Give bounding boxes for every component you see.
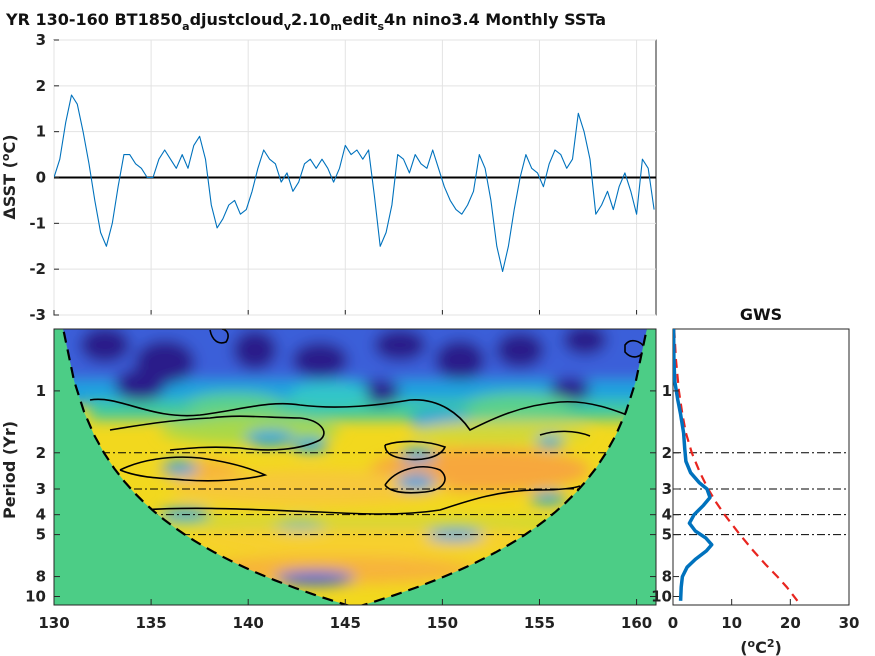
gws-ytick-label-5: 5 bbox=[662, 526, 672, 544]
gws-xtick-label-30: 30 bbox=[839, 614, 860, 632]
ts-ytick-label-2: 2 bbox=[36, 77, 46, 95]
wavelet-y-axis-label: Period (Yr) bbox=[0, 421, 19, 519]
title-part-8: 4n nino3.4 Monthly SSTa bbox=[384, 10, 606, 29]
gws-ytick-label-8: 8 bbox=[662, 568, 672, 586]
ts-ytick-label-1: 1 bbox=[36, 123, 46, 141]
ylabel-part-2: C) bbox=[0, 134, 19, 153]
ts-ytick-label-3: 3 bbox=[36, 31, 46, 49]
gws-xtick-label-10: 10 bbox=[721, 614, 742, 632]
ts-ytick-label--2: -2 bbox=[29, 260, 46, 278]
wavelet-xtick-label-140: 140 bbox=[233, 614, 264, 632]
gws-ytick-label-3: 3 bbox=[662, 480, 672, 498]
ylabel-part-0: ΔSST ( bbox=[0, 161, 19, 220]
ts-ytick-label-0: 0 bbox=[36, 169, 46, 187]
wavelet-xtick-label-145: 145 bbox=[330, 614, 361, 632]
wavelet-xtick-label-160: 160 bbox=[621, 614, 652, 632]
wavelet-panel: 1 2 3 4 5 810 130 135 140 145 150 155 160 Period (Yr… bbox=[0, 328, 657, 632]
gws-xlabel-part-1: o bbox=[748, 637, 756, 650]
ts-ytick-label--3: -3 bbox=[29, 306, 46, 324]
wavelet-ytick-label-3: 3 bbox=[36, 480, 46, 498]
wavelet-ytick-label-10: 10 bbox=[25, 587, 46, 605]
timeseries-y-ticks: -3 -2 -1 0 1 2 3 bbox=[29, 31, 59, 324]
gws-xlabel-part-4: ) bbox=[774, 638, 781, 656]
gws-ytick-label-1: 1 bbox=[662, 382, 672, 400]
cone-of-influence-edge bbox=[61, 329, 649, 605]
gws-axes-box bbox=[672, 328, 850, 606]
gws-power-line bbox=[673, 329, 714, 601]
gws-significance-line bbox=[673, 329, 799, 602]
wavelet-ticks: 1 2 3 4 5 810 130 135 140 145 150 155 160 bbox=[25, 382, 656, 632]
gws-xlabel-part-3: 2 bbox=[767, 637, 775, 650]
ylabel-part-1: o bbox=[0, 153, 12, 161]
wavelet-ytick-label-4: 4 bbox=[36, 506, 46, 524]
title-part-4: 2.10 bbox=[291, 10, 330, 29]
title-part-5: m bbox=[331, 20, 342, 33]
gws-xlabel-part-0: ( bbox=[740, 638, 747, 656]
title-part-7: s bbox=[377, 20, 384, 33]
gws-ytick-label-2: 2 bbox=[662, 444, 672, 462]
gws-ytick-label-4: 4 bbox=[662, 506, 672, 524]
cone-of-influence-mask bbox=[54, 329, 656, 605]
wavelet-xtick-label-150: 150 bbox=[427, 614, 458, 632]
chart-title: YR 130-160 BT1850adjustcloudv2.10medits4… bbox=[5, 10, 606, 33]
title-part-1: a bbox=[182, 20, 189, 33]
significance-contours bbox=[89, 329, 646, 515]
gws-xlabel-part-2: C bbox=[755, 638, 767, 656]
wavelet-axes-box bbox=[53, 328, 657, 606]
gws-title: GWS bbox=[740, 305, 782, 324]
wavelet-xtick-label-135: 135 bbox=[135, 614, 166, 632]
wavelet-ytick-label-8: 8 bbox=[36, 568, 46, 586]
title-part-2: djustcloud bbox=[190, 10, 284, 29]
ssta-series-line bbox=[54, 94, 655, 273]
wavelet-ytick-label-5: 5 bbox=[36, 526, 46, 544]
gws-reference-lines bbox=[673, 452, 849, 536]
title-part-0: YR 130-160 BT1850 bbox=[5, 10, 182, 29]
gws-ytick-label-10: 10 bbox=[651, 587, 672, 605]
gws-xtick-label-0: 0 bbox=[668, 614, 678, 632]
wavelet-ytick-label-2: 2 bbox=[36, 444, 46, 462]
wavelet-power-field bbox=[54, 329, 656, 595]
wavelet-xtick-label-155: 155 bbox=[524, 614, 555, 632]
timeseries-panel: -3 -2 -1 0 1 2 3 ΔSST (oC) bbox=[0, 31, 657, 324]
wavelet-xtick-label-130: 130 bbox=[38, 614, 69, 632]
title-part-3: v bbox=[284, 20, 292, 33]
gws-x-axis-label: (oC2) bbox=[740, 637, 782, 656]
ts-ytick-label--1: -1 bbox=[29, 214, 46, 232]
wavelet-ytick-label-1: 1 bbox=[36, 382, 46, 400]
timeseries-y-axis-label: ΔSST (oC) bbox=[0, 134, 19, 219]
title-part-6: edit bbox=[342, 10, 378, 29]
gws-xtick-label-20: 20 bbox=[780, 614, 801, 632]
